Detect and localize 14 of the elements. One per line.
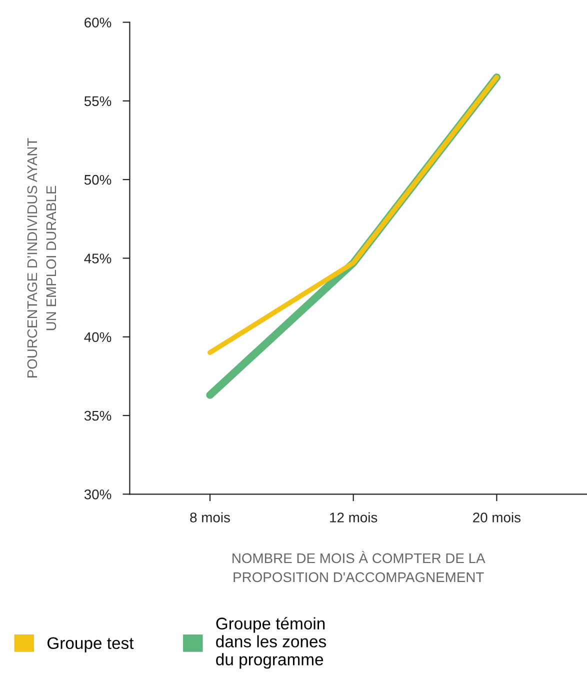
x-axis-title: NOMBRE DE MOIS À COMPTER DE LA PROPOSITION D'ACCOMPAGNEMENT [232, 550, 486, 582]
legend-label: Groupe test [48, 637, 134, 652]
y-axis-title: POURCENTAGE D’INDIVIDUS AYANT UN EMPLOI DURABLE [27, 138, 56, 378]
y-tick-label: 40% [84, 332, 112, 342]
y-tick-label: 30% [84, 489, 112, 500]
y-tick-label: 50% [84, 174, 112, 185]
y-tick-label: 60% [84, 18, 112, 28]
x-tick-label: 12 mois [330, 512, 378, 522]
y-tick-label: 35% [84, 410, 112, 421]
y-tick-label: 45% [84, 254, 112, 264]
y-tick-label: 55% [84, 96, 112, 106]
x-tick-label: 8 mois [190, 512, 230, 522]
x-tick-label: 20 mois [473, 512, 521, 522]
legend-label: Groupe témoin dans les zones du programme [216, 617, 326, 669]
